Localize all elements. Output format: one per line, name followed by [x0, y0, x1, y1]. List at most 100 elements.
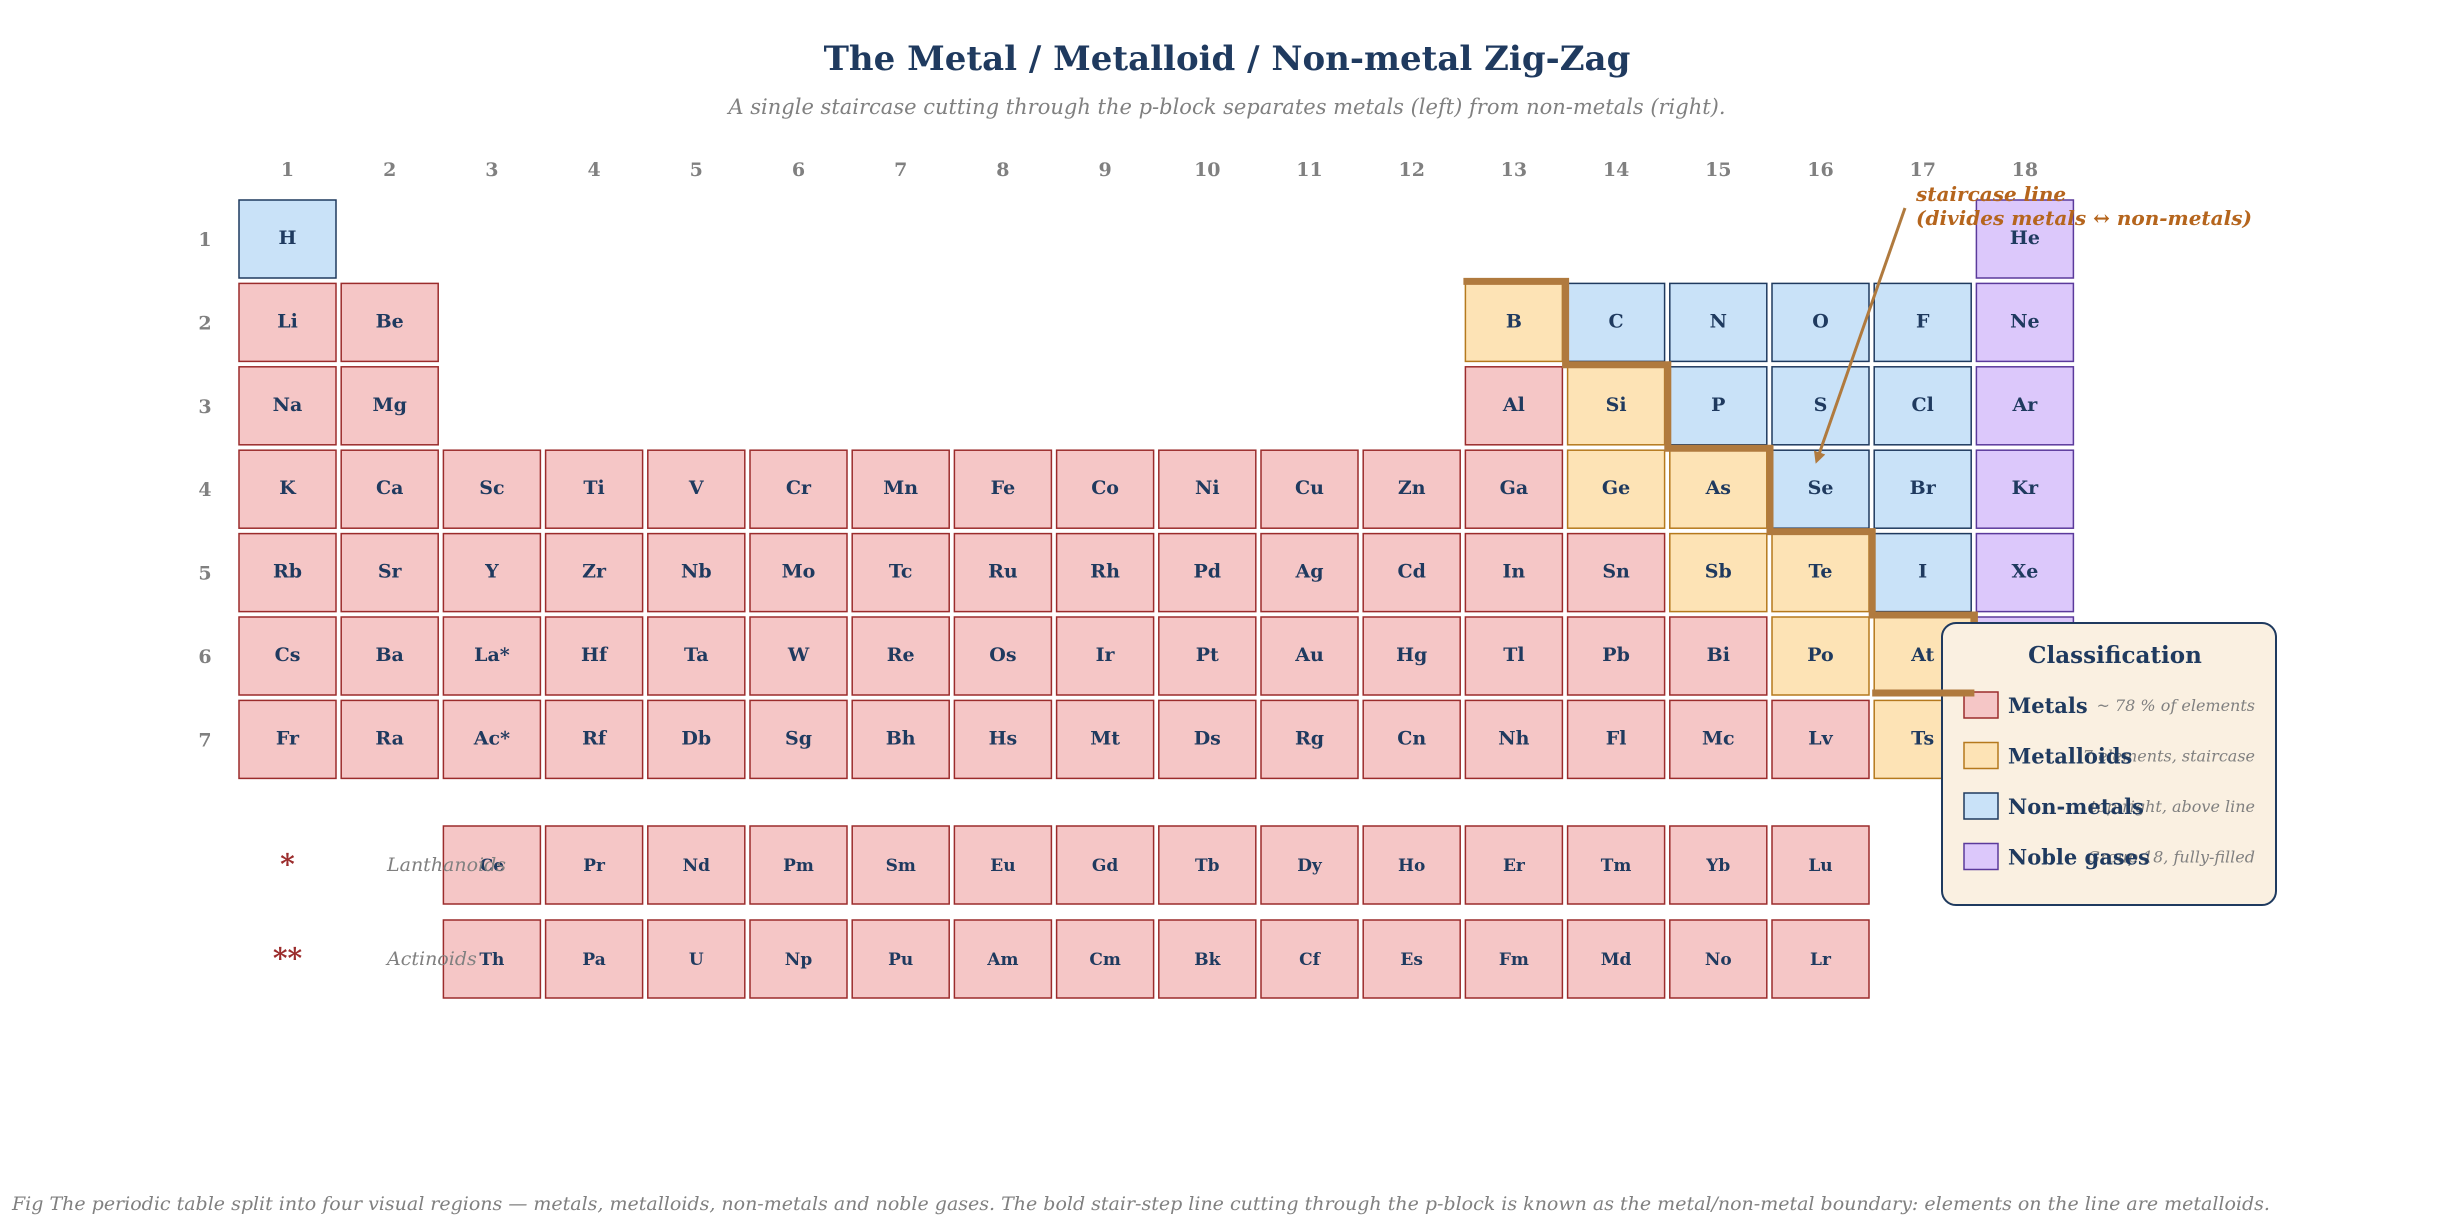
element-symbol: Ge	[1602, 477, 1630, 499]
element-cell: Zr	[544, 532, 644, 613]
element-cell: Cn	[1362, 699, 1461, 780]
element-symbol: O	[1812, 310, 1829, 332]
element-symbol: Mt	[1090, 727, 1120, 749]
element-cell-box	[442, 616, 542, 696]
element-cell-box	[340, 366, 439, 446]
element-symbol: Cn	[1397, 727, 1426, 749]
f-block-cell-box	[1362, 919, 1461, 999]
element-symbol: As	[1705, 477, 1731, 499]
period-label: 4	[198, 479, 211, 501]
element-symbol: Nd	[683, 856, 711, 876]
element-symbol: N	[1710, 310, 1727, 332]
element-cell-box	[1566, 532, 1666, 613]
group-label: 14	[1603, 159, 1629, 181]
f-block-cell-box	[1260, 825, 1359, 905]
element-cell: Ar	[1975, 366, 2075, 446]
element-symbol: Zn	[1398, 477, 1426, 499]
element-symbol: Xe	[2011, 561, 2038, 583]
element-cell-box	[749, 616, 848, 696]
element-cell: Pd	[1158, 532, 1257, 613]
legend-box	[1941, 622, 2277, 906]
element-cell-box	[340, 699, 439, 780]
f-block-cell-box	[749, 825, 848, 905]
element-symbol: F	[1916, 310, 1930, 332]
element-symbol: U	[689, 950, 704, 970]
element-symbol: Fr	[276, 727, 300, 749]
element-cell: Cl	[1873, 366, 1972, 446]
element-cell: Ti	[544, 449, 644, 529]
element-cell: H	[238, 199, 337, 279]
element-cell-box	[851, 449, 950, 529]
f-block-cell: Sm	[851, 825, 950, 905]
f-block-cell-box	[1464, 825, 1564, 905]
f-block-cell-box	[1158, 919, 1257, 999]
staircase-annotation-arrow	[1813, 207, 1907, 464]
element-cell: Hg	[1362, 616, 1461, 696]
element-cell: Se	[1771, 449, 1870, 529]
element-symbol: Ni	[1195, 477, 1220, 499]
legend-item-name: Metalloids	[2008, 744, 2132, 769]
element-symbol: Rb	[273, 561, 302, 583]
element-cell-box	[340, 449, 439, 529]
element-cell-box	[1669, 532, 1768, 613]
element-cell-box	[851, 616, 950, 696]
element-symbol: Cl	[1912, 394, 1934, 416]
element-symbol: Al	[1502, 394, 1525, 416]
element-cell: Po	[1771, 616, 1870, 696]
element-cell: Te	[1771, 532, 1870, 613]
element-cell: Ir	[1055, 616, 1155, 696]
element-cell-box	[238, 282, 337, 363]
f-block-cell: Ho	[1362, 825, 1461, 905]
f-block-cell-box	[442, 919, 542, 999]
element-cell: Ag	[1260, 532, 1359, 613]
element-cell: B	[1464, 282, 1564, 363]
figure-caption: Fig The periodic table split into four v…	[11, 1193, 2270, 1215]
element-cell-box	[953, 699, 1053, 780]
element-cell: Ta	[647, 616, 746, 696]
f-block-cell: Es	[1362, 919, 1461, 999]
element-symbol: Ba	[376, 644, 404, 666]
element-symbol: Rg	[1295, 727, 1324, 749]
element-cell-box	[1260, 616, 1359, 696]
element-cell-box	[544, 532, 644, 613]
element-symbol: Kr	[2012, 477, 2040, 499]
element-symbol: Ru	[988, 561, 1018, 583]
element-cell: K	[238, 449, 337, 529]
element-symbol: Es	[1400, 950, 1423, 970]
group-label: 5	[690, 159, 703, 181]
element-symbol: Gd	[1092, 856, 1119, 876]
f-block-cell: Fm	[1464, 919, 1564, 999]
element-symbol: Ac*	[473, 727, 510, 749]
period-label: 7	[198, 729, 211, 751]
element-symbol: Cu	[1295, 477, 1324, 499]
element-symbol: Nh	[1498, 727, 1529, 749]
legend-item-metal: ~ 78 % of elements Metals	[1963, 691, 2255, 719]
f-block-cell: Lr	[1771, 919, 1870, 999]
element-symbol: Be	[376, 310, 404, 332]
element-symbol: Y	[484, 561, 499, 583]
f-block-cell: Cf	[1260, 919, 1359, 999]
element-symbol: Pm	[783, 856, 814, 876]
f-block-cell-box	[647, 825, 746, 905]
element-cell: Hs	[953, 699, 1053, 780]
element-cell-box	[851, 532, 950, 613]
page-title: The Metal / Metalloid / Non-metal Zig-Za…	[824, 39, 1631, 79]
element-cell-box	[238, 199, 337, 279]
element-symbol: Sb	[1705, 561, 1732, 583]
element-cell-box	[851, 699, 950, 780]
element-cell: Li	[238, 282, 337, 363]
f-block-cell: Bk	[1158, 919, 1257, 999]
element-symbol: K	[279, 477, 297, 499]
element-symbol: Cf	[1299, 950, 1322, 970]
group-label: 2	[383, 159, 396, 181]
element-cell-box	[442, 449, 542, 529]
element-cell: S	[1771, 366, 1870, 446]
element-cell: Mo	[749, 532, 848, 613]
element-symbol: Ce	[480, 856, 505, 876]
element-cell-box	[953, 616, 1053, 696]
element-symbol: Sm	[886, 856, 916, 876]
element-cell: Cs	[238, 616, 337, 696]
element-cell: Rf	[544, 699, 644, 780]
element-cell: Hf	[544, 616, 644, 696]
element-cell: Mg	[340, 366, 439, 446]
